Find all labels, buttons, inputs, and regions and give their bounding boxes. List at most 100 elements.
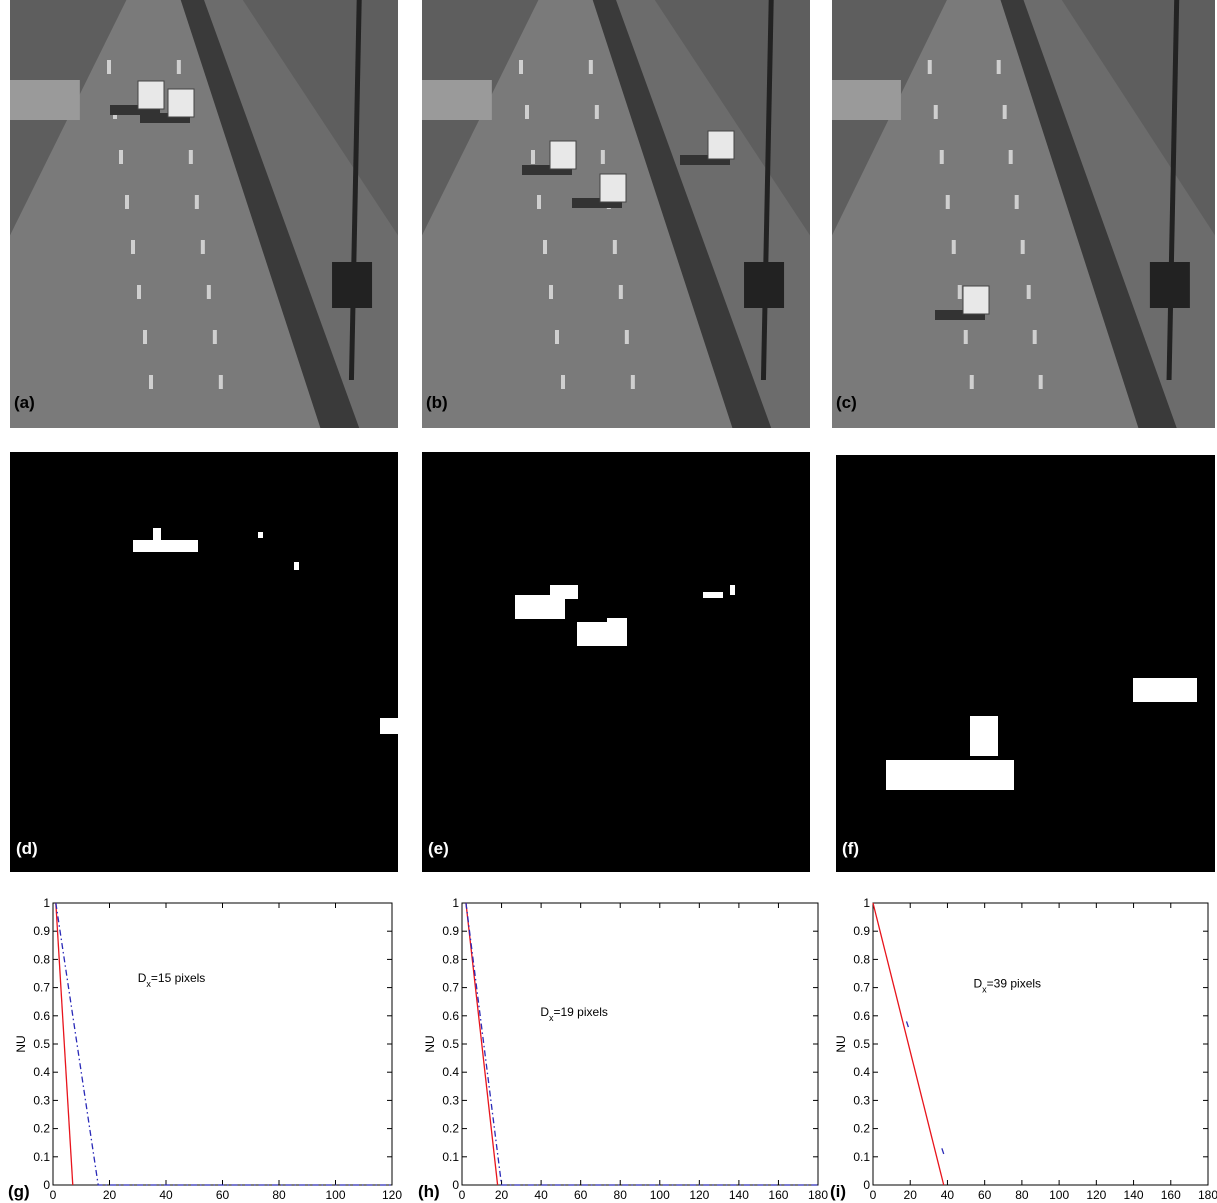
y-tick-label: 0.1 (33, 1150, 50, 1164)
panel-label: (a) (14, 393, 35, 412)
blob (550, 585, 578, 599)
bridge (422, 80, 492, 120)
y-tick-label: 0.8 (853, 952, 870, 966)
annotation-text: =19 pixels (553, 1005, 607, 1019)
x-tick-label: 80 (272, 1188, 286, 1202)
x-tick-label: 60 (978, 1188, 992, 1202)
plot: 02040608010012000.10.20.30.40.50.60.70.8… (8, 896, 402, 1203)
x-tick-label: 160 (768, 1188, 788, 1202)
lane-dash (561, 375, 565, 389)
y-tick-label: 0.1 (442, 1150, 459, 1164)
x-tick-label: 120 (689, 1188, 709, 1202)
y-tick-label: 0.6 (442, 1009, 459, 1023)
x-tick-label: 100 (650, 1188, 670, 1202)
blob (380, 718, 398, 734)
lane-dash (970, 375, 974, 389)
x-tick-label: 180 (808, 1188, 828, 1202)
lane-dash (537, 195, 541, 209)
lane-dash (1009, 150, 1013, 164)
y-axis-label: NU (14, 1035, 28, 1052)
y-tick-label: 0.5 (33, 1037, 50, 1051)
y-tick-label: 0.1 (853, 1150, 870, 1164)
x-tick-label: 20 (904, 1188, 918, 1202)
lane-dash (201, 240, 205, 254)
panel-label: (e) (428, 839, 449, 858)
lane-dash (131, 240, 135, 254)
y-tick-label: 0.3 (33, 1093, 50, 1107)
y-tick-label: 1 (43, 896, 50, 910)
x-tick-label: 40 (534, 1188, 548, 1202)
lane-dash (177, 60, 181, 74)
car (138, 81, 164, 109)
panel-label: (i) (830, 1182, 846, 1201)
mask-bg (422, 452, 810, 872)
bridge (832, 80, 901, 120)
lane-dash (952, 240, 956, 254)
lane-dash (964, 330, 968, 344)
y-tick-label: 0.2 (442, 1122, 459, 1136)
plot: 02040608010012014016018000.10.20.30.40.5… (418, 896, 828, 1203)
car (168, 89, 194, 117)
x-tick-label: 100 (325, 1188, 345, 1202)
x-tick-label: 60 (574, 1188, 588, 1202)
annotation-base: D (974, 977, 983, 991)
lane-dash (519, 60, 523, 74)
panel-label: (d) (16, 839, 38, 858)
y-tick-label: 0 (43, 1178, 50, 1192)
y-tick-label: 0.2 (853, 1122, 870, 1136)
annotation-base: D (138, 971, 147, 985)
lane-dash (631, 375, 635, 389)
x-tick-label: 0 (870, 1188, 877, 1202)
lane-dash (625, 330, 629, 344)
y-tick-label: 0.3 (853, 1093, 870, 1107)
y-tick-label: 0.7 (33, 981, 50, 995)
lane-dash (543, 240, 547, 254)
y-tick-label: 0.4 (33, 1065, 50, 1079)
x-tick-label: 20 (495, 1188, 509, 1202)
lane-dash (549, 285, 553, 299)
x-tick-label: 0 (50, 1188, 57, 1202)
lane-dash (531, 150, 535, 164)
y-tick-label: 0.7 (442, 981, 459, 995)
plot-area (462, 903, 818, 1185)
lane-dash (149, 375, 153, 389)
lane-dash (934, 105, 938, 119)
lane-dash (958, 285, 962, 299)
y-tick-label: 1 (863, 896, 870, 910)
y-tick-label: 0.8 (442, 952, 459, 966)
lane-dash (1027, 285, 1031, 299)
mask: (f) (836, 455, 1215, 872)
mask-bg (836, 455, 1215, 872)
lane-dash (119, 150, 123, 164)
annotation-base: D (540, 1005, 549, 1019)
photo: (c) (832, 0, 1215, 428)
x-tick-label: 0 (459, 1188, 466, 1202)
lane-dash (997, 60, 1001, 74)
lane-dash (189, 150, 193, 164)
car (963, 286, 989, 314)
x-tick-label: 140 (1124, 1188, 1144, 1202)
y-tick-label: 0 (452, 1178, 459, 1192)
lane-dash (143, 330, 147, 344)
annotation-text: =39 pixels (987, 977, 1041, 991)
blob (703, 592, 723, 598)
x-tick-label: 100 (1049, 1188, 1069, 1202)
photo: (b) (422, 0, 810, 428)
lane-dash (1039, 375, 1043, 389)
mask: (d) (10, 452, 398, 872)
lane-dash (589, 60, 593, 74)
lane-dash (619, 285, 623, 299)
x-tick-label: 180 (1198, 1188, 1217, 1202)
blob (607, 618, 627, 628)
x-tick-label: 80 (614, 1188, 628, 1202)
car (600, 174, 626, 202)
y-tick-label: 0.9 (853, 924, 870, 938)
x-tick-label: 160 (1161, 1188, 1181, 1202)
x-tick-label: 120 (1086, 1188, 1106, 1202)
sign (1150, 262, 1190, 308)
y-tick-label: 0.4 (853, 1065, 870, 1079)
y-tick-label: 0.5 (853, 1037, 870, 1051)
panel-label: (g) (8, 1182, 30, 1201)
lane-dash (207, 285, 211, 299)
lane-dash (219, 375, 223, 389)
